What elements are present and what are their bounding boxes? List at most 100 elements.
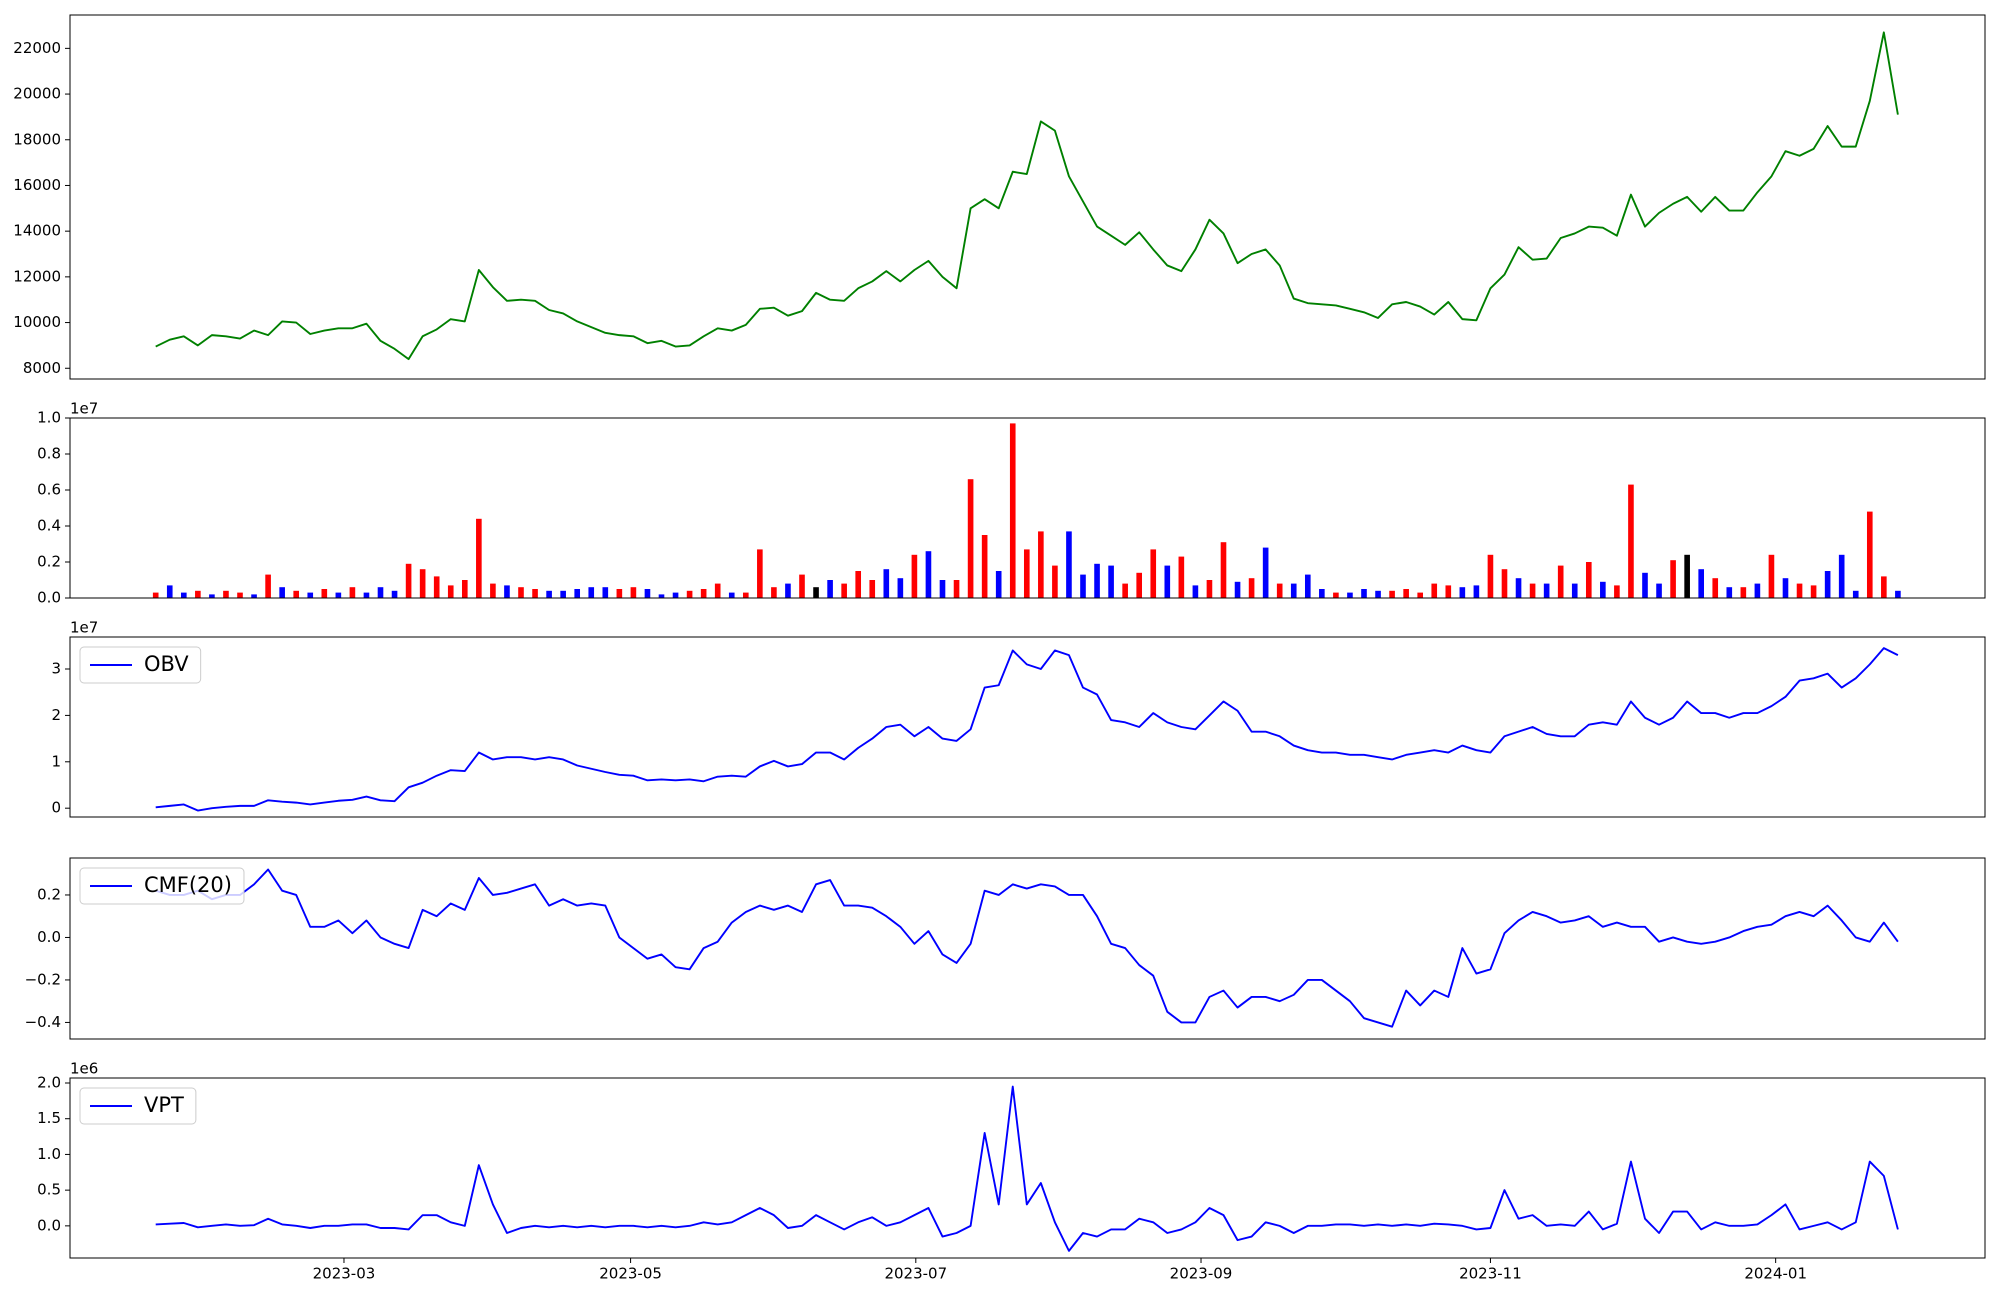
y-tick-label: 20000 [13,85,61,103]
bar [1810,585,1817,598]
bar [658,594,665,598]
bar [377,587,384,598]
bar [1403,589,1409,598]
x-tick-label: 2023-05 [599,1265,662,1283]
legend-box [79,867,245,905]
bar [616,589,623,598]
bar [1515,578,1522,598]
bar [518,587,524,598]
bar [307,592,314,598]
bar [1501,569,1508,598]
bar [1459,587,1466,598]
bar [433,576,440,598]
x-tick-label: 2024-01 [1744,1265,1807,1283]
x-tick-label: 2023-11 [1459,1265,1522,1283]
bar [1895,590,1901,598]
y-tick-label: 14000 [13,222,61,240]
bar [195,590,201,598]
bar [1389,590,1395,598]
bar [1754,583,1761,598]
bar [728,592,735,598]
bar [1108,565,1114,598]
bar [1571,583,1578,598]
bar [1248,578,1255,598]
y-tick-label: 18000 [13,130,61,148]
bar [1220,542,1227,598]
bar [1023,549,1030,598]
bar [209,594,215,598]
x-tick-label: 2023-09 [1170,1265,1233,1283]
bar [1881,576,1887,598]
bar [1543,583,1550,598]
y-tick-label: −0.4 [25,1013,61,1031]
panel: 0.0 0.5 1.0 1.5 2.0 2023-03 2023-05 2023-07 2023… [37,1060,1986,1283]
bar [1375,590,1381,598]
bar [405,563,412,598]
axes-frame [69,636,1986,818]
bar [1136,572,1143,598]
bar [1866,511,1873,598]
bar [1712,578,1719,598]
x-tick-label: 2023-07 [884,1265,947,1283]
legend-box [79,646,202,684]
bar [869,580,876,598]
bar [1178,556,1185,598]
bar [574,589,581,598]
bar [785,583,791,598]
bar [293,590,300,598]
bar [1740,587,1747,598]
y-tick-label: 0.0 [37,928,61,946]
bar [897,578,904,598]
bar [363,592,370,598]
bar [1192,585,1199,598]
y-tick-label: 22000 [13,39,61,57]
bar [967,479,974,598]
y-tick-label: 1.0 [37,1145,61,1163]
legend-label: CMF(20) [144,873,232,897]
y-tick-label: 1.0 [37,409,61,427]
bar [1600,581,1606,598]
y-tick-label: 0.0 [37,1216,61,1234]
y-tick-label: 1 [51,752,61,770]
bar [1838,554,1845,598]
bar [461,580,468,598]
y-tick-label: 0.2 [37,553,61,571]
bar [1304,574,1311,598]
legend-label: OBV [144,652,189,676]
bar [180,592,187,598]
bar [981,535,988,598]
bar [1487,554,1494,598]
bar [504,585,510,598]
bar [237,592,243,598]
y-tick-label: 2.0 [37,1074,61,1092]
bar [321,589,328,598]
axes-frame [69,417,1986,599]
bar [1009,423,1016,598]
line [155,868,1899,1028]
bar [546,590,552,598]
y-tick-label: 0.6 [37,481,61,499]
bar [223,590,229,598]
line [155,1085,1899,1252]
bar [476,518,482,598]
bar [1796,583,1803,598]
bar [714,583,721,598]
y-tick-label: 10000 [13,313,61,331]
y-tick-label: 0 [51,799,61,817]
bar [742,592,749,598]
bar [813,587,819,598]
bar [953,580,960,598]
bar [602,587,609,598]
offset-label: 1e7 [70,400,98,418]
bar [925,551,932,598]
y-tick-label: 8000 [23,359,61,377]
bar [560,590,566,598]
bar [1333,592,1339,598]
bar [279,587,285,598]
bar [1824,571,1831,598]
bar [335,592,342,598]
panel: −0.4 −0.2 0.0 0.2 CMF(20) [25,857,1986,1040]
y-tick-label: 0.4 [37,517,61,535]
bar [1473,585,1480,598]
